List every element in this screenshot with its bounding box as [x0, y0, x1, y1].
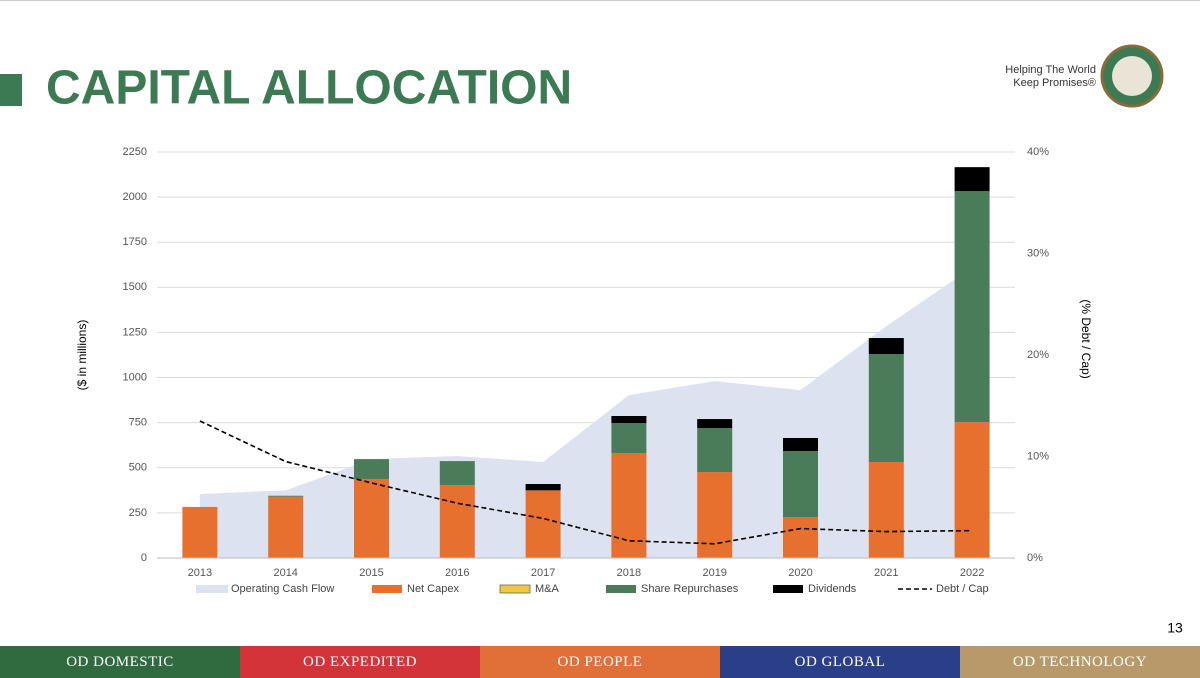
- bar-segment: [868, 462, 904, 558]
- bar-segment: [268, 495, 304, 497]
- y-tick-label: 250: [129, 507, 147, 519]
- bar-segment: [697, 419, 733, 429]
- footer-tab: OD TECHNOLOGY: [960, 646, 1200, 678]
- legend-swatch: [606, 585, 636, 593]
- legend-label: M&A: [535, 583, 560, 595]
- bar-segment: [697, 472, 733, 558]
- x-tick-label: 2018: [617, 567, 641, 579]
- bar-segment: [268, 496, 304, 558]
- footer-tab: OD EXPEDITED: [240, 646, 480, 678]
- y2-tick-label: 30%: [1027, 247, 1049, 259]
- y-tick-label: 0: [141, 552, 147, 564]
- bar-segment: [182, 506, 218, 558]
- x-tick-label: 2022: [960, 567, 984, 579]
- legend-swatch: [372, 585, 402, 593]
- logo-inner: [1112, 56, 1152, 96]
- y-tick-label: 2000: [123, 191, 147, 203]
- bar-segment: [954, 422, 990, 558]
- legend-swatch: [499, 584, 531, 594]
- legend-swatch: [773, 585, 803, 593]
- bar-segment: [439, 485, 475, 558]
- y2-tick-label: 20%: [1027, 349, 1049, 361]
- y-tick-label: 1000: [123, 371, 147, 383]
- legend-label: Share Repurchases: [641, 583, 739, 595]
- legend-label: Debt / Cap: [936, 583, 989, 595]
- slide-title: CAPITAL ALLOCATION: [46, 62, 572, 115]
- x-tick-label: 2021: [874, 567, 898, 579]
- bar-segment: [525, 490, 561, 558]
- bar-segment: [611, 452, 647, 558]
- bar-segment: [611, 423, 647, 453]
- tagline: Helping The World: [1005, 64, 1096, 76]
- chart: CAPITAL ALLOCATION Helping The World Kee…: [0, 44, 1183, 636]
- y-axis-label: ($ in millions): [75, 320, 89, 391]
- bar-segment: [525, 484, 561, 491]
- y-tick-label: 750: [129, 417, 147, 429]
- bar-segment: [954, 167, 990, 192]
- area: [199, 267, 973, 558]
- bar-segment: [697, 428, 733, 473]
- bar-segment: [783, 450, 818, 518]
- bar-segment: [354, 478, 389, 558]
- y-tick-label: 500: [129, 462, 147, 474]
- bar-segment: [783, 517, 818, 558]
- legend-swatch: [196, 585, 228, 593]
- y2-tick-label: 0%: [1027, 552, 1043, 564]
- tagline: Keep Promises®: [1013, 77, 1096, 89]
- y-tick-label: 1250: [123, 326, 147, 338]
- legend-label: Net Capex: [407, 583, 459, 595]
- y2-tick-label: 10%: [1027, 450, 1049, 462]
- page-number: 13: [1167, 620, 1183, 636]
- bar-segment: [868, 338, 904, 355]
- title-marker: [0, 74, 22, 106]
- footer-tab: OD DOMESTIC: [0, 646, 240, 678]
- footer-tab: OD GLOBAL: [720, 646, 960, 678]
- x-tick-label: 2020: [788, 567, 812, 579]
- x-tick-label: 2017: [531, 567, 555, 579]
- y-tick-label: 1500: [123, 281, 147, 293]
- footer-tab: OD PEOPLE: [480, 646, 720, 678]
- y-tick-label: 1750: [123, 236, 147, 248]
- x-tick-label: 2016: [445, 567, 469, 579]
- x-tick-label: 2019: [702, 567, 726, 579]
- bar-segment: [783, 438, 818, 451]
- y2-tick-label: 40%: [1027, 146, 1049, 158]
- bar-segment: [611, 415, 647, 424]
- line: [199, 420, 973, 545]
- bar-segment: [868, 354, 904, 463]
- x-tick-label: 2013: [188, 567, 212, 579]
- legend-label: Dividends: [808, 583, 857, 595]
- bar-segment: [439, 461, 475, 486]
- x-tick-label: 2015: [359, 567, 383, 579]
- y2-axis-label: (% Debt / Cap): [1079, 299, 1093, 378]
- y-tick-label: 2250: [123, 146, 147, 158]
- bar-segment: [954, 191, 990, 423]
- legend-label: Operating Cash Flow: [231, 583, 334, 595]
- x-tick-label: 2014: [273, 567, 297, 579]
- bar-segment: [354, 459, 389, 479]
